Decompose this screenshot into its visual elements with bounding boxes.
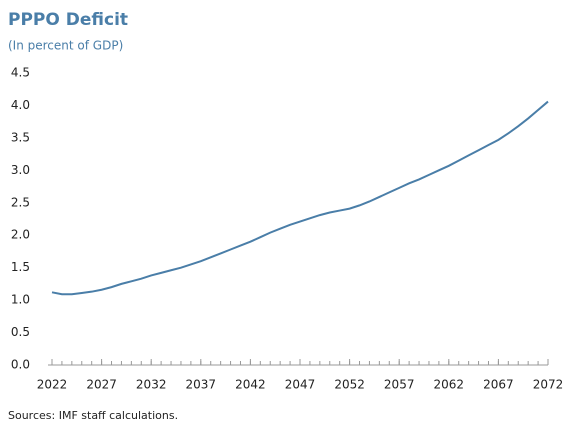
data-line <box>51 100 549 296</box>
y-tick-label: 2.5 <box>11 195 30 209</box>
y-tick-label: 4.0 <box>11 98 30 112</box>
y-tick-label: 2.0 <box>11 228 30 242</box>
y-tick-label: 1.0 <box>11 293 30 307</box>
y-tick-label: 0.5 <box>11 325 30 339</box>
x-tick-label: 2052 <box>334 378 365 392</box>
x-tick-label: 2042 <box>235 378 266 392</box>
source-note: Sources: IMF staff calculations. <box>8 409 178 422</box>
x-tick-label: 2037 <box>186 378 217 392</box>
y-tick-label: 1.5 <box>11 260 30 274</box>
x-tick-label: 2062 <box>434 378 465 392</box>
x-tick-label: 2022 <box>37 378 68 392</box>
x-tick-label: 2027 <box>86 378 117 392</box>
x-tick-label: 2072 <box>533 378 563 392</box>
x-tick-label: 2047 <box>285 378 316 392</box>
x-tick-label: 2067 <box>483 378 514 392</box>
chart-title: PPPO Deficit <box>8 10 128 30</box>
chart-subtitle: (In percent of GDP) <box>8 39 123 53</box>
x-tick-label: 2057 <box>384 378 415 392</box>
y-tick-label: 3.0 <box>11 163 30 177</box>
y-tick-label: 3.5 <box>11 130 30 144</box>
y-tick-label: 0.0 <box>11 358 30 372</box>
y-tick-label: 4.5 <box>11 66 30 80</box>
x-tick-label: 2032 <box>136 378 167 392</box>
